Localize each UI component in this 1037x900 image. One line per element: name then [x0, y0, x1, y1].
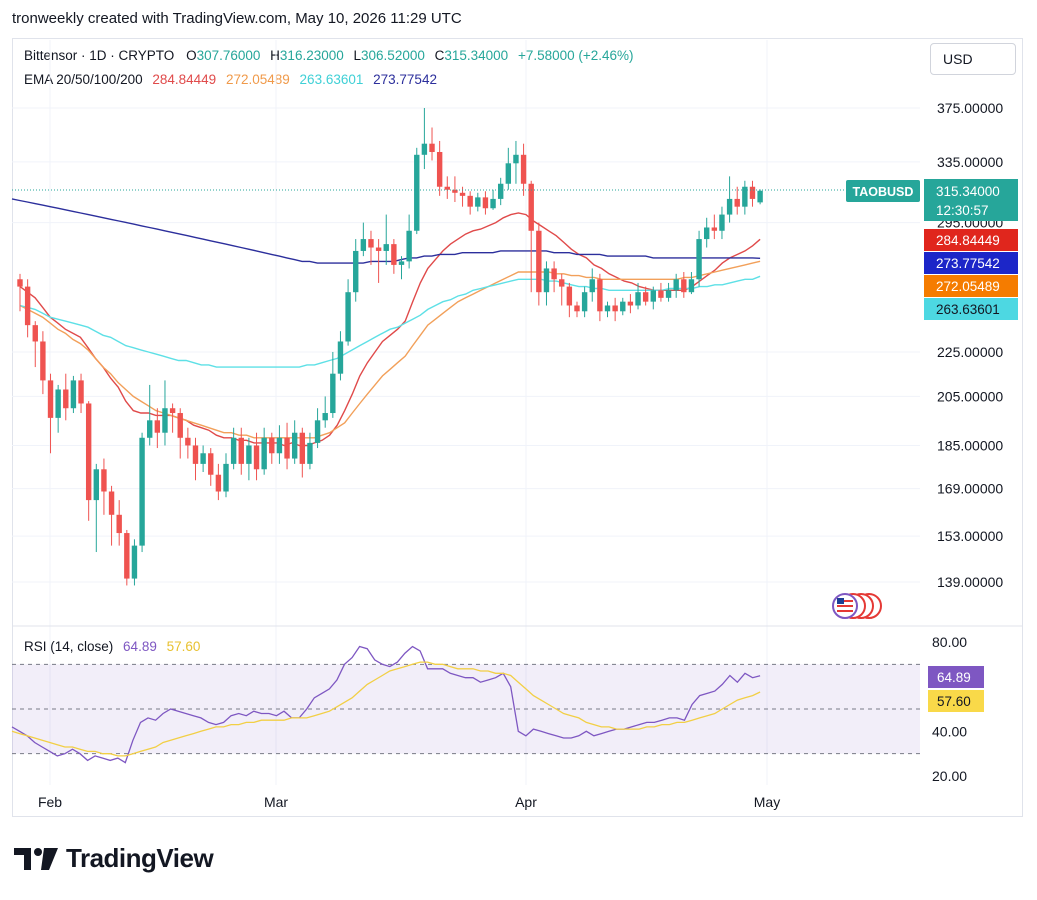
- ema-legend: EMA 20/50/100/200 284.84449 272.05489 26…: [24, 72, 437, 87]
- ema20-value: 284.84449: [152, 72, 217, 87]
- high-label: H: [270, 48, 280, 63]
- close-value: 315.34000: [444, 48, 509, 63]
- low-label: L: [353, 48, 362, 63]
- tradingview-wordmark: TradingView: [66, 843, 214, 873]
- symbol-label[interactable]: Bittensor · 1D · CRYPTO: [24, 48, 175, 63]
- rsi-value: 64.89: [123, 639, 157, 654]
- rsi-label[interactable]: RSI (14, close): [24, 639, 114, 654]
- open-label: O: [186, 48, 197, 63]
- rsi-ma-value: 57.60: [166, 639, 201, 654]
- close-label: C: [434, 48, 445, 63]
- currency-button[interactable]: USD: [930, 43, 1016, 75]
- low-value: 306.52000: [361, 48, 425, 63]
- change-value: +7.58000 (+2.46%): [517, 48, 634, 63]
- open-value: 307.76000: [196, 48, 261, 63]
- tradingview-logo[interactable]: TradingView: [14, 843, 214, 874]
- ema100-value: 263.63601: [299, 72, 364, 87]
- ema-label[interactable]: EMA 20/50/100/200: [24, 72, 143, 87]
- ema50-value: 272.05489: [225, 72, 290, 87]
- chart-frame: [12, 38, 1023, 817]
- chart-caption: tronweekly created with TradingView.com,…: [12, 10, 462, 27]
- tradingview-logo-icon: [14, 847, 58, 870]
- rsi-legend: RSI (14, close) 64.89 57.60: [24, 639, 200, 654]
- price-legend: Bittensor · 1D · CRYPTO O307.76000 H316.…: [24, 48, 634, 63]
- high-value: 316.23000: [279, 48, 344, 63]
- ema200-value: 273.77542: [373, 72, 437, 87]
